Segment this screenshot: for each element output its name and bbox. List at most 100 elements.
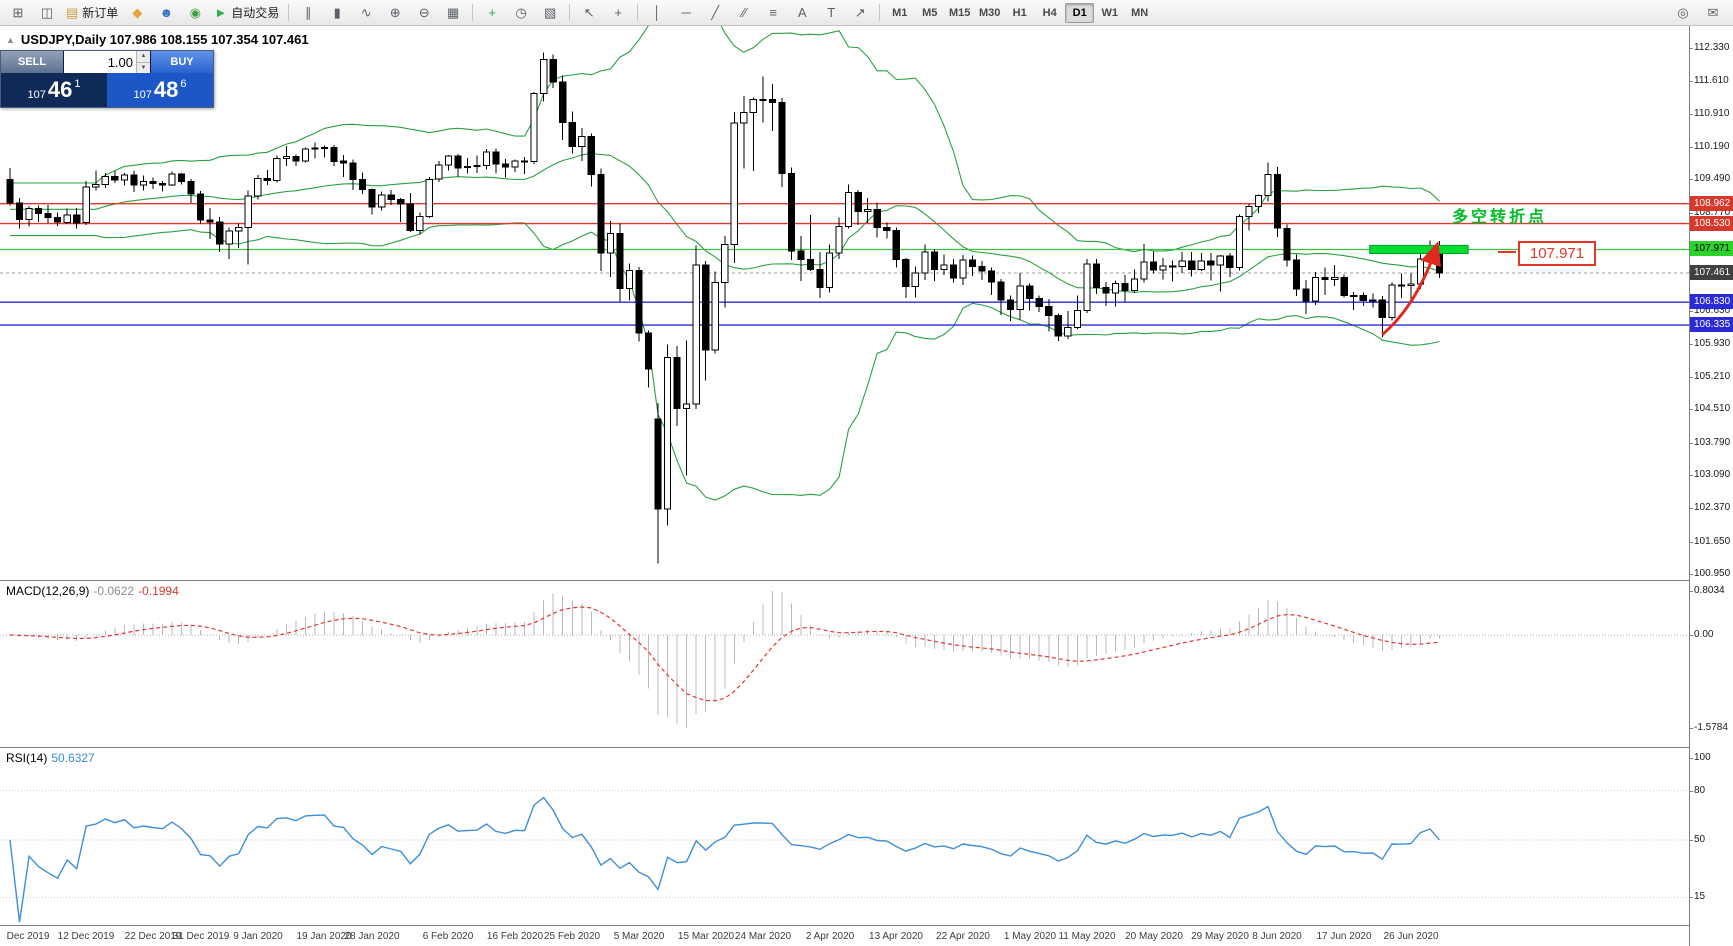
date-label: 28 Jan 2020 [344, 931, 400, 942]
metaquotes-button[interactable]: ◆ [123, 2, 151, 24]
price-tick: 112.330 [1689, 42, 1730, 53]
timeframe-mn-button-label: MN [1131, 6, 1149, 19]
timeframe-m15-button[interactable]: M15 [945, 3, 974, 23]
timeframe-w1-button-label: W1 [1101, 6, 1118, 19]
buy-price[interactable]: 107 48 6 [107, 73, 213, 107]
main-chart-canvas[interactable] [0, 26, 1689, 580]
timeframe-m5-button[interactable]: M5 [915, 3, 944, 23]
profile-button[interactable]: ☻ [152, 2, 180, 24]
text-button[interactable]: A [788, 2, 816, 24]
candlestick-button[interactable]: ▮ [323, 2, 351, 24]
price-tick: 105.930 [1689, 338, 1731, 349]
community-button[interactable]: ◉ [181, 2, 209, 24]
timeframe-m5-button-label: M5 [922, 6, 938, 19]
toolbar-separator [472, 4, 474, 21]
volume-spinner[interactable]: ▲ ▼ [136, 51, 150, 73]
date-label: Dec 2019 [6, 931, 50, 942]
timeframe-m30-button[interactable]: M30 [975, 3, 1004, 23]
date-label: 11 May 2020 [1058, 931, 1116, 942]
fibonacci-button[interactable]: ≡ [759, 2, 787, 24]
timeframe-h1-button[interactable]: H1 [1005, 3, 1034, 23]
new-chart-button[interactable]: ⊞ [4, 2, 32, 24]
date-label: 19 Jan 2020 [296, 931, 352, 942]
red-arrow-object[interactable] [1381, 241, 1441, 336]
buy-button[interactable]: BUY [150, 51, 213, 73]
timeframe-d1-button[interactable]: D1 [1065, 2, 1095, 23]
auto-trading-button[interactable]: ► 自动交易 [210, 2, 283, 24]
templates-button[interactable]: ▧ [536, 2, 564, 24]
rsi-canvas[interactable] [0, 748, 1689, 925]
rsi-scale-label: 80 [1689, 785, 1706, 796]
vertical-line-button[interactable]: │ [643, 2, 671, 24]
price-tick: 106.630 [1689, 305, 1731, 316]
turning-point-annotation[interactable]: 多空转折点 [1452, 209, 1548, 226]
volume-up-icon[interactable]: ▲ [137, 51, 150, 63]
date-axis[interactable]: Dec 2019 12 Dec 2019 22 Dec 2019 31 Dec 201… [0, 928, 1689, 946]
bar-chart-icon: ∥ [304, 4, 312, 20]
chat-button[interactable]: ✉ [1699, 2, 1727, 24]
timeframe-w1-button[interactable]: W1 [1095, 3, 1124, 23]
macd-signal-value: -0.1994 [138, 584, 179, 598]
timeframe-h4-button[interactable]: H4 [1035, 3, 1064, 23]
toolbar-separator [288, 4, 290, 21]
new-order-button[interactable]: ▤ 新订单 [62, 2, 122, 24]
community-icon: ◉ [189, 4, 201, 20]
periods-button[interactable]: ◷ [507, 2, 535, 24]
arrows-button[interactable]: ↗ [846, 2, 874, 24]
macd-label: MACD(12,26,9) -0.0622 -0.1994 [6, 584, 179, 598]
line-chart-button[interactable]: ∿ [352, 2, 380, 24]
volume-down-icon[interactable]: ▼ [137, 62, 150, 73]
crosshair-icon: + [614, 4, 622, 20]
date-label: 16 Feb 2020 [486, 931, 544, 942]
timeframe-mn-button[interactable]: MN [1125, 3, 1154, 23]
buy-price-sup: 6 [180, 78, 187, 90]
channel-button[interactable]: ∕∕ [730, 2, 758, 24]
search-button[interactable]: ◎ [1669, 2, 1697, 24]
price-flag-label[interactable]: 107.971 [1518, 241, 1596, 266]
toolbar-items: ⊞ ◫ ▤ 新订单 ◆ ☻ ◉ ► 自动交易 ∥ ▮ ∿ ⊕ ⊖ ▦ + ◷ ▧ ↖ + │ ─ ╱ ∕∕ ≡ A T ↗ M1 M5 M1… [4, 2, 1154, 24]
candles [6, 52, 1444, 564]
chart-title-text: USDJPY,Daily 107.986 108.155 107.354 107… [20, 32, 309, 47]
horizontal-line-button[interactable]: ─ [672, 2, 700, 24]
volume-field[interactable]: 1.00 ▲ ▼ [64, 51, 150, 73]
sell-price-sup: 1 [74, 78, 81, 90]
price-axis[interactable]: 112.330 111.610 110.910 110.190 109.490 108.7… [1689, 26, 1733, 946]
date-label: 9 Jan 2020 [233, 931, 283, 942]
rsi-line [9, 796, 1441, 923]
cursor-button[interactable]: ↖ [575, 2, 603, 24]
label-button[interactable]: T [817, 2, 845, 24]
toolbar-separator [879, 4, 881, 21]
indicators-icon: + [488, 4, 496, 20]
date-label: 8 Jun 2020 [1252, 931, 1302, 942]
channel-icon: ∕∕ [742, 4, 747, 20]
pane-separator-macd[interactable] [0, 580, 1733, 581]
chart-title: ▲ USDJPY,Daily 107.986 108.155 107.354 1… [6, 32, 309, 47]
date-label: 22 Apr 2020 [936, 931, 990, 942]
date-label: 29 May 2020 [1191, 931, 1249, 942]
zoom-in-button[interactable]: ⊕ [381, 2, 409, 24]
tile-windows-button[interactable]: ▦ [439, 2, 467, 24]
price-tick: 110.910 [1689, 108, 1730, 119]
price-tick: 103.790 [1689, 437, 1731, 448]
toolbar-separator [637, 4, 639, 21]
date-label: 15 Mar 2020 [677, 931, 735, 942]
date-label: 31 Dec 2019 [172, 931, 230, 942]
sell-price-small: 107 [27, 89, 46, 101]
new-order-button-label: 新订单 [82, 5, 119, 20]
bar-chart-button[interactable]: ∥ [294, 2, 322, 24]
sell-price[interactable]: 107 46 1 [1, 73, 107, 107]
crosshair-button[interactable]: + [604, 2, 632, 24]
volume-value[interactable]: 1.00 [107, 54, 133, 70]
macd-canvas[interactable] [0, 581, 1689, 747]
indicators-button[interactable]: + [478, 2, 506, 24]
trendline-button[interactable]: ╱ [701, 2, 729, 24]
timeframe-m1-button[interactable]: M1 [885, 3, 914, 23]
window-list-button[interactable]: ◫ [33, 2, 61, 24]
date-label: 24 Mar 2020 [734, 931, 792, 942]
one-click-toggle-icon[interactable]: ▲ [6, 34, 15, 45]
sell-button[interactable]: SELL [1, 51, 64, 73]
zoom-out-button[interactable]: ⊖ [410, 2, 438, 24]
green-rectangle-object[interactable] [1369, 244, 1469, 254]
pane-separator-rsi[interactable] [0, 747, 1733, 748]
